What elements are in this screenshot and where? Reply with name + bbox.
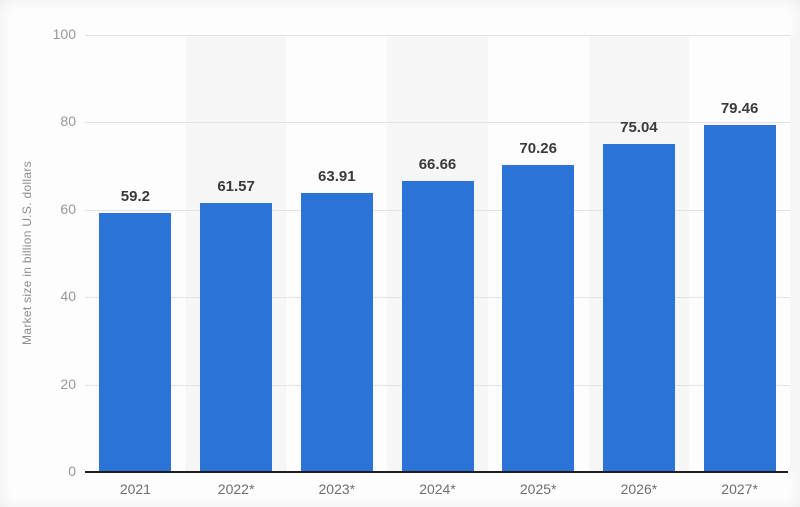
bar-value-label: 70.26 <box>519 140 557 157</box>
bar-value-label: 63.91 <box>318 167 356 185</box>
bar-value-label: 66.66 <box>418 155 457 173</box>
bar <box>99 213 172 472</box>
gridline <box>85 122 790 124</box>
bar-value-label: 79.46 <box>720 99 759 117</box>
y-axis-title: Market size in billion U.S. dollars <box>20 161 34 345</box>
y-tick-label: 100 <box>52 26 76 42</box>
bar-value-label: 61.57 <box>217 177 255 195</box>
x-tick-label: 2021 <box>119 481 151 497</box>
bar <box>401 180 474 472</box>
x-tick-label: 2027* <box>721 481 758 497</box>
x-tick-label: 2022* <box>217 481 255 497</box>
x-tick-label: 2026* <box>620 481 658 497</box>
x-axis-line <box>85 471 788 473</box>
bar-value-label: 59.2 <box>120 188 150 206</box>
bar <box>602 144 675 472</box>
y-tick-label: 40 <box>60 288 76 305</box>
bar <box>300 192 373 472</box>
bar <box>200 202 273 472</box>
gridline <box>85 35 790 36</box>
y-tick-label: 20 <box>60 375 76 392</box>
category-band-edge <box>790 35 800 472</box>
y-tick-label: 0 <box>68 463 76 479</box>
bar <box>703 124 776 472</box>
x-tick-label: 2025* <box>519 481 557 497</box>
bar-value-label: 75.04 <box>620 119 658 137</box>
y-tick-label: 60 <box>60 200 76 217</box>
x-tick-label: 2024* <box>419 481 456 497</box>
y-tick-label: 80 <box>60 113 76 130</box>
bar <box>502 165 575 472</box>
x-tick-label: 2023* <box>318 481 356 497</box>
